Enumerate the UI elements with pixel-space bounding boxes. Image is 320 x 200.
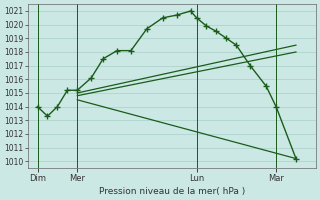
X-axis label: Pression niveau de la mer( hPa ): Pression niveau de la mer( hPa ) xyxy=(99,187,245,196)
